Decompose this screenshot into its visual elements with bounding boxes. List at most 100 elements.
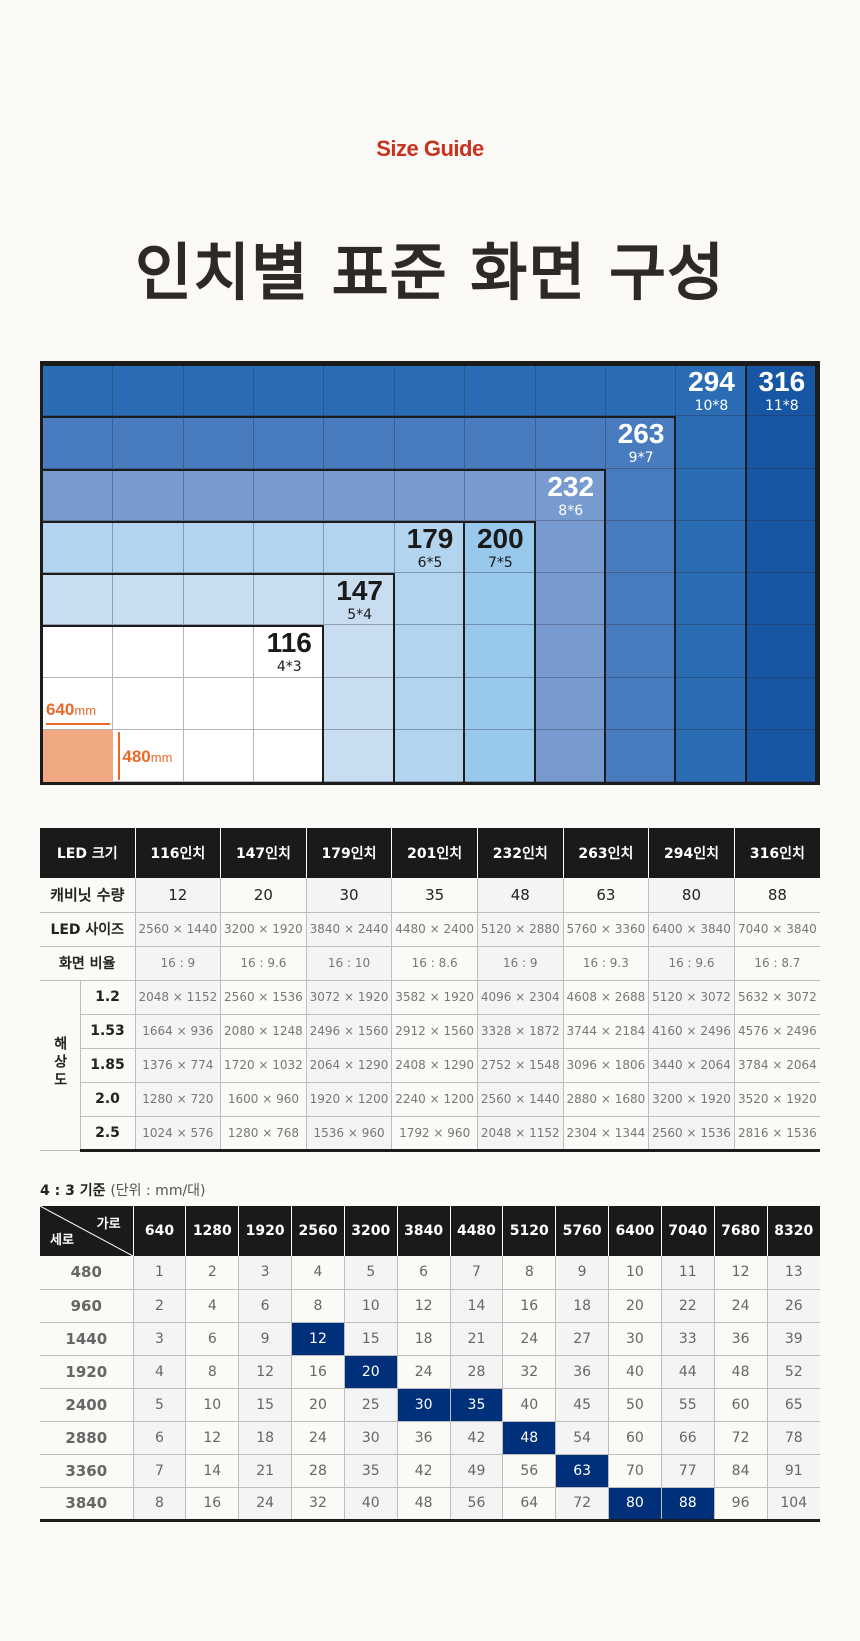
table-cell: 1376 × 774 xyxy=(134,1048,221,1083)
table-cell: 55 xyxy=(660,1388,715,1422)
unit-width-label: 640mm xyxy=(46,700,96,720)
column-header: 116인치 xyxy=(134,828,221,878)
table-cell: 21 xyxy=(449,1322,503,1356)
grid-cell xyxy=(394,625,466,678)
region-label: 147 5*4 xyxy=(324,573,394,623)
table-row: 2880 6 12 18 24 30 36 42 48 54 60 66 72 78 xyxy=(40,1421,820,1455)
table-cell: 4608 × 2688 xyxy=(562,980,649,1015)
highlighted-cell: 48 xyxy=(502,1421,556,1455)
table-cell: 1280 × 720 xyxy=(134,1082,221,1117)
table-cell: 2560 × 1440 xyxy=(134,912,221,947)
table-cell: 13 xyxy=(766,1256,820,1290)
table-cell: 72 xyxy=(713,1421,767,1455)
table-cell: 4 xyxy=(185,1289,239,1323)
table-cell: 12 xyxy=(238,1355,292,1389)
table-row: 3360 7 14 21 28 35 42 49 56 63 70 77 84 91 xyxy=(40,1454,820,1488)
table-cell: 54 xyxy=(555,1421,609,1455)
highlighted-cell: 88 xyxy=(660,1487,715,1522)
grid-cell xyxy=(113,729,184,782)
grid-cell xyxy=(676,416,747,469)
grid-cell xyxy=(324,468,395,521)
table-cell: 3328 × 1872 xyxy=(476,1014,564,1049)
width-arrow-icon xyxy=(46,722,111,725)
height-header: 1920 xyxy=(40,1355,134,1389)
table-cell: 28 xyxy=(291,1454,345,1488)
grid-cell xyxy=(394,364,466,417)
table-cell: 6400 × 3840 xyxy=(648,912,735,947)
height-header: 2400 xyxy=(40,1388,134,1422)
grid-dimension: 7*5 xyxy=(487,554,513,571)
table-cell: 4096 × 2304 xyxy=(476,980,564,1015)
column-header: 232인치 xyxy=(476,828,564,878)
table-cell: 24 xyxy=(291,1421,345,1455)
unit-height-label: 480mm xyxy=(122,747,172,767)
height-header: 480 xyxy=(40,1256,134,1290)
grid-cell xyxy=(43,468,114,521)
table-cell: 28 xyxy=(449,1355,503,1389)
grid-cell xyxy=(535,625,606,678)
table-cell: 14 xyxy=(185,1454,239,1488)
grid-cell xyxy=(465,520,536,573)
table-cell: 88 xyxy=(733,878,820,913)
caption-basis: 4 : 3 기준 xyxy=(40,1183,106,1199)
table-cell: 2912 × 1560 xyxy=(391,1014,478,1049)
grid-cell xyxy=(605,625,677,678)
table-cell: 32 xyxy=(291,1487,345,1522)
table-cell: 60 xyxy=(713,1388,767,1422)
row-header: 캐비닛 수량 xyxy=(40,878,136,913)
eyebrow-label: Size Guide xyxy=(376,136,484,161)
table-cell: 33 xyxy=(660,1322,715,1356)
grid-cell xyxy=(324,677,395,730)
resolution-label: 해상도 xyxy=(40,980,81,1151)
table-cell: 2816 × 1536 xyxy=(733,1116,820,1152)
grid-cell xyxy=(535,364,606,417)
grid-cell xyxy=(676,729,747,782)
grid-cell xyxy=(113,573,184,626)
grid-cell xyxy=(535,416,606,469)
table-cell: 3 xyxy=(132,1322,186,1356)
table-cell: 2 xyxy=(132,1289,186,1323)
inch-value: 316 xyxy=(758,366,806,397)
width-header: 640 xyxy=(132,1206,186,1256)
grid-cell xyxy=(605,573,677,626)
highlighted-cell: 63 xyxy=(555,1454,609,1488)
table-cell: 52 xyxy=(766,1355,820,1389)
grid-cell xyxy=(43,625,114,678)
width-header: 5760 xyxy=(555,1206,609,1256)
grid-cell xyxy=(746,416,817,469)
grid-dimension: 11*8 xyxy=(764,398,799,414)
table-cell: 42 xyxy=(396,1454,451,1488)
table-cell: 36 xyxy=(555,1355,609,1389)
table-cell: 48 xyxy=(713,1355,767,1389)
grid-cell xyxy=(254,625,325,678)
height-header: 960 xyxy=(40,1289,134,1323)
grid-cell xyxy=(183,520,255,573)
table-cell: 1024 × 576 xyxy=(134,1116,221,1152)
inch-value: 232 xyxy=(547,470,595,502)
table-cell: 30 xyxy=(608,1322,662,1356)
resolution-label-text: 해상도 xyxy=(51,1036,68,1090)
pitch-header: 1.53 xyxy=(80,1014,136,1049)
table-cell: 18 xyxy=(396,1322,451,1356)
table-cell: 10 xyxy=(185,1388,239,1422)
table-cell: 3200 × 1920 xyxy=(220,912,307,947)
grid-dimension: 6*5 xyxy=(417,554,443,571)
grid-cell xyxy=(43,677,114,730)
column-header: 294인치 xyxy=(648,828,735,878)
table-cell: 3582 × 1920 xyxy=(391,980,478,1015)
grid-cell xyxy=(465,729,536,782)
table-cell: 24 xyxy=(713,1289,767,1323)
table-cell: 4 xyxy=(291,1256,345,1290)
grid-cell xyxy=(43,520,114,573)
grid-cell xyxy=(746,364,817,417)
grid-cell xyxy=(394,416,466,469)
grid-cell xyxy=(746,729,817,782)
table-cell: 63 xyxy=(562,878,649,913)
grid-cell xyxy=(394,677,466,730)
table-cell: 2408 × 1290 xyxy=(391,1048,478,1083)
region-label: 179 6*5 xyxy=(395,521,465,570)
grid-cell xyxy=(324,416,395,469)
highlighted-cell: 30 xyxy=(396,1388,451,1422)
grid-cell xyxy=(113,468,184,521)
table-cell: 3744 × 2184 xyxy=(562,1014,649,1049)
